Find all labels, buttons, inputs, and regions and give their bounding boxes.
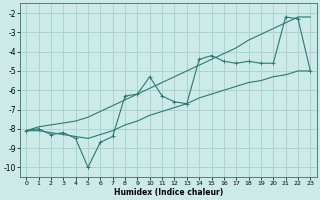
- X-axis label: Humidex (Indice chaleur): Humidex (Indice chaleur): [114, 188, 223, 197]
